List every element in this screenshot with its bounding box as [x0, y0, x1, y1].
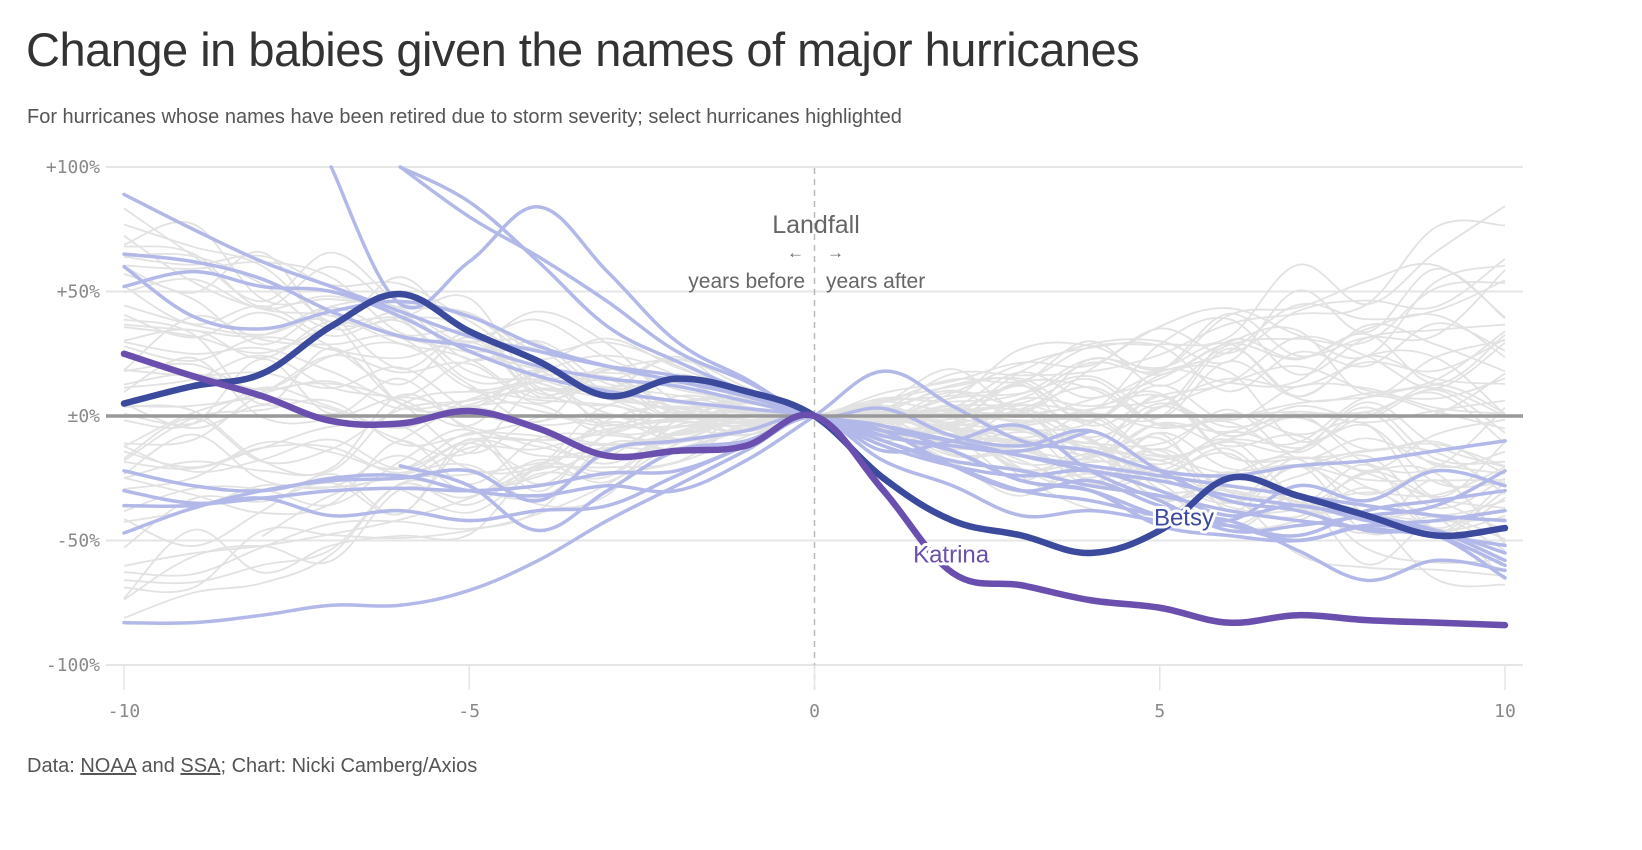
y-tick-label: +100% — [46, 157, 100, 178]
line-chart: +100% +50% ±0% -50% -100% -10 -5 0 5 10 Landfall … — [46, 157, 1523, 722]
years-before-label: years before — [688, 270, 805, 293]
series-label-betsy: Betsy — [1154, 505, 1214, 532]
axes: +100% +50% ±0% -50% -100% -10 -5 0 5 10 — [46, 157, 1516, 722]
footer-joiner: and — [135, 755, 181, 777]
footer-prefix: Data: — [27, 755, 81, 777]
y-tick-label: +50% — [57, 282, 101, 303]
series-label-katrina: Katrina — [913, 541, 990, 568]
y-tick-label: -50% — [57, 531, 101, 552]
background-series-line — [123, 205, 1506, 473]
x-tick-label: -10 — [108, 701, 141, 722]
chart-subtitle: For hurricanes whose names have been ret… — [27, 106, 902, 128]
featured-series-line-katrina — [120, 350, 1509, 629]
background-series-line — [261, 382, 1506, 538]
arrow-right-icon: → — [827, 243, 844, 262]
landfall-annotation: Landfall ← → years before years after — [688, 211, 925, 293]
x-tick-label: -5 — [458, 701, 480, 722]
chart-title: Change in babies given the names of majo… — [26, 23, 1140, 76]
arrow-left-icon: ← — [787, 243, 804, 262]
x-tick-label: 5 — [1154, 701, 1165, 722]
x-tick-label: 10 — [1494, 701, 1516, 722]
landfall-label: Landfall — [772, 211, 860, 239]
y-tick-label: ±0% — [67, 406, 100, 427]
years-after-label: years after — [826, 270, 925, 293]
highlighted-series-line — [398, 414, 1507, 583]
highlighted-series-line — [122, 414, 1093, 506]
ssa-link[interactable]: SSA — [180, 755, 221, 777]
x-tick-label: 0 — [809, 701, 820, 722]
source-footer: Data: NOAA and SSA; Chart: Nicki Camberg… — [27, 755, 477, 778]
background-series-line — [469, 313, 1506, 501]
background-series-line — [399, 330, 1506, 486]
footer-suffix: ; Chart: Nicki Camberg/Axios — [220, 755, 478, 777]
noaa-link[interactable]: NOAA — [80, 755, 136, 777]
featured-series-group — [120, 290, 1509, 629]
y-tick-label: -100% — [46, 655, 100, 676]
